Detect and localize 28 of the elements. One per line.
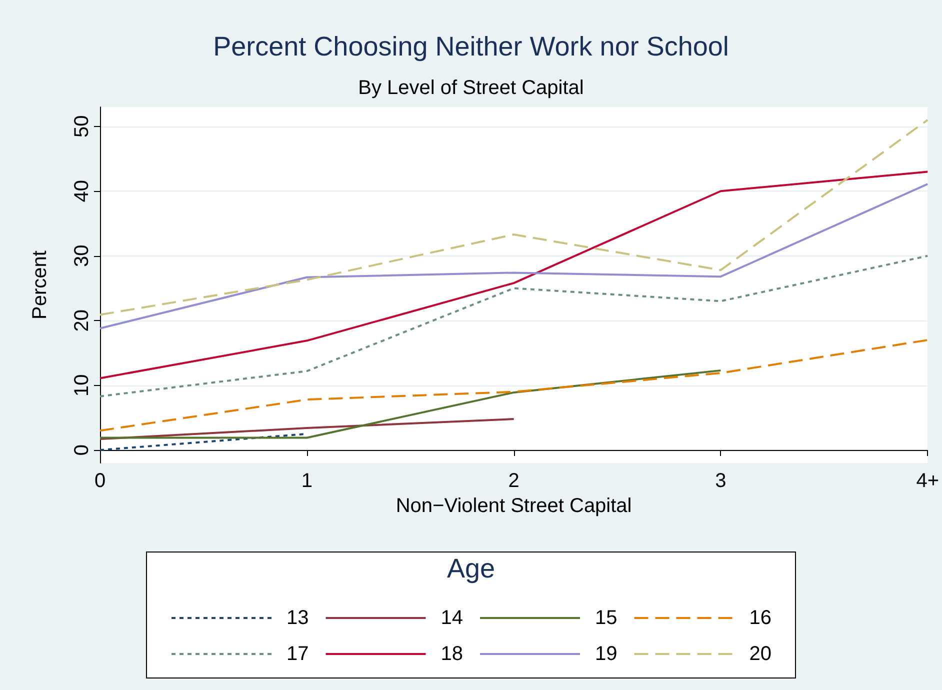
legend-label: 17 [286, 643, 309, 665]
legend-label: 14 [440, 607, 464, 629]
chart-title: Percent Choosing Neither Work nor School [213, 32, 729, 62]
y-tick-label: 0 [71, 444, 93, 456]
y-tick-label: 20 [71, 309, 93, 332]
x-axis-title: Non−Violent Street Capital [396, 494, 632, 517]
legend-label: 18 [440, 643, 464, 665]
legend-label: 16 [749, 607, 772, 629]
x-tick-label: 1 [301, 470, 312, 492]
chart-subtitle: By Level of Street Capital [358, 77, 584, 99]
line-series [99, 183, 929, 330]
line-series [99, 339, 929, 432]
line-series [99, 170, 929, 380]
legend-title: Age [446, 554, 496, 584]
legend-label: 20 [749, 643, 772, 665]
legend-label: 19 [595, 643, 618, 665]
y-tick-label: 40 [71, 180, 93, 202]
x-tick-label: 3 [715, 470, 726, 492]
legend-label: 13 [286, 607, 309, 629]
y-tick-label: 10 [71, 374, 93, 396]
x-tick-label: 2 [508, 470, 520, 492]
x-tick-label: 4+ [916, 470, 940, 492]
line-series [99, 254, 929, 398]
y-tick-label: 30 [71, 244, 93, 267]
y-tick-label: 50 [71, 115, 93, 138]
line-series [99, 118, 929, 316]
legend-label: 15 [595, 607, 618, 629]
y-axis-title: Percent [29, 250, 51, 320]
